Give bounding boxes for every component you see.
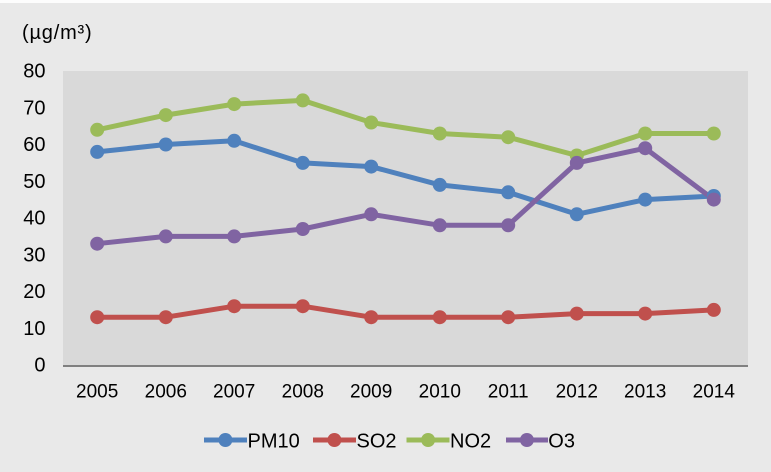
svg-text:20: 20 (23, 281, 45, 303)
svg-text:10: 10 (23, 318, 45, 340)
svg-text:NO2: NO2 (450, 431, 491, 453)
svg-text:2011: 2011 (488, 382, 529, 403)
svg-text:50: 50 (23, 171, 45, 193)
svg-text:2012: 2012 (556, 382, 598, 403)
svg-text:PM10: PM10 (248, 431, 300, 453)
svg-text:40: 40 (23, 208, 45, 230)
svg-text:30: 30 (23, 244, 45, 266)
svg-text:2009: 2009 (350, 382, 392, 403)
svg-text:2013: 2013 (624, 382, 666, 403)
svg-text:70: 70 (23, 97, 45, 119)
svg-text:SO2: SO2 (357, 431, 397, 453)
svg-text:60: 60 (23, 134, 45, 156)
svg-text:2014: 2014 (693, 382, 736, 403)
svg-text:80: 80 (23, 61, 45, 83)
svg-text:0: 0 (34, 355, 45, 377)
svg-text:O3: O3 (548, 431, 575, 453)
svg-text:2005: 2005 (76, 382, 118, 403)
svg-text:2008: 2008 (282, 382, 324, 403)
svg-text:(µg/m³): (µg/m³) (22, 22, 92, 44)
svg-text:2007: 2007 (213, 382, 255, 403)
svg-text:2010: 2010 (419, 382, 461, 403)
svg-text:2006: 2006 (145, 382, 187, 403)
